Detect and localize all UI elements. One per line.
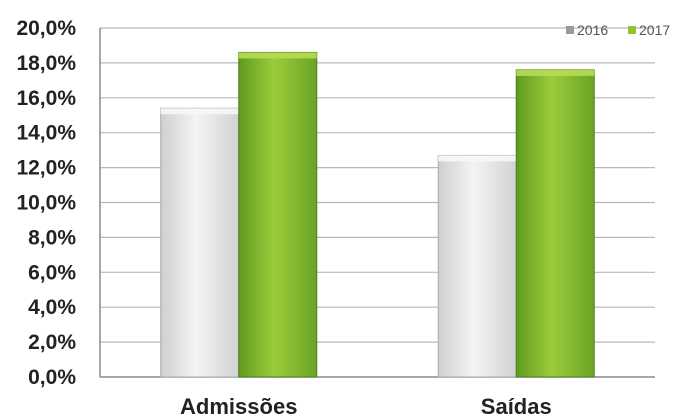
bar-admiss-es-2016 [160, 107, 240, 378]
bar [160, 107, 240, 378]
legend-swatch [566, 26, 574, 34]
y-tick-label: 14,0% [16, 122, 76, 145]
bar [238, 51, 318, 378]
bar-admiss-es-2017 [238, 51, 318, 378]
bar-top-cap [516, 69, 595, 76]
x-category-labels: Admissões Saídas [180, 394, 552, 419]
bars [160, 51, 595, 378]
y-tick-label: 10,0% [16, 192, 76, 215]
y-tick-label: 12,0% [16, 157, 76, 180]
y-tick-label: 6,0% [28, 261, 76, 284]
legend-label: 2017 [639, 22, 670, 38]
bar-sa-das-2017 [515, 69, 595, 378]
bar-top-cap [160, 108, 239, 115]
x-category-label: Saídas [481, 394, 552, 419]
legend-label: 2016 [577, 22, 608, 38]
legend: 2016 2017 [566, 22, 670, 38]
x-category-label: Admissões [180, 394, 297, 419]
y-tick-label: 4,0% [28, 296, 76, 319]
y-tick-label: 20,0% [16, 17, 76, 40]
bar [515, 69, 595, 378]
y-tick-labels: 0,0% 2,0% 4,0% 6,0% 8,0% 10,0% 12,0% 14,0% 16,0%… [16, 17, 76, 389]
y-tick-label: 8,0% [28, 226, 76, 249]
bar [437, 154, 517, 378]
y-tick-label: 16,0% [16, 87, 76, 110]
bar-top-cap [438, 155, 517, 162]
bar-top-cap [238, 52, 317, 59]
y-tick-label: 0,0% [28, 366, 76, 389]
y-tick-label: 18,0% [16, 52, 76, 75]
y-tick-label: 2,0% [28, 331, 76, 354]
bar-sa-das-2016 [437, 154, 517, 378]
legend-swatch [628, 26, 636, 34]
